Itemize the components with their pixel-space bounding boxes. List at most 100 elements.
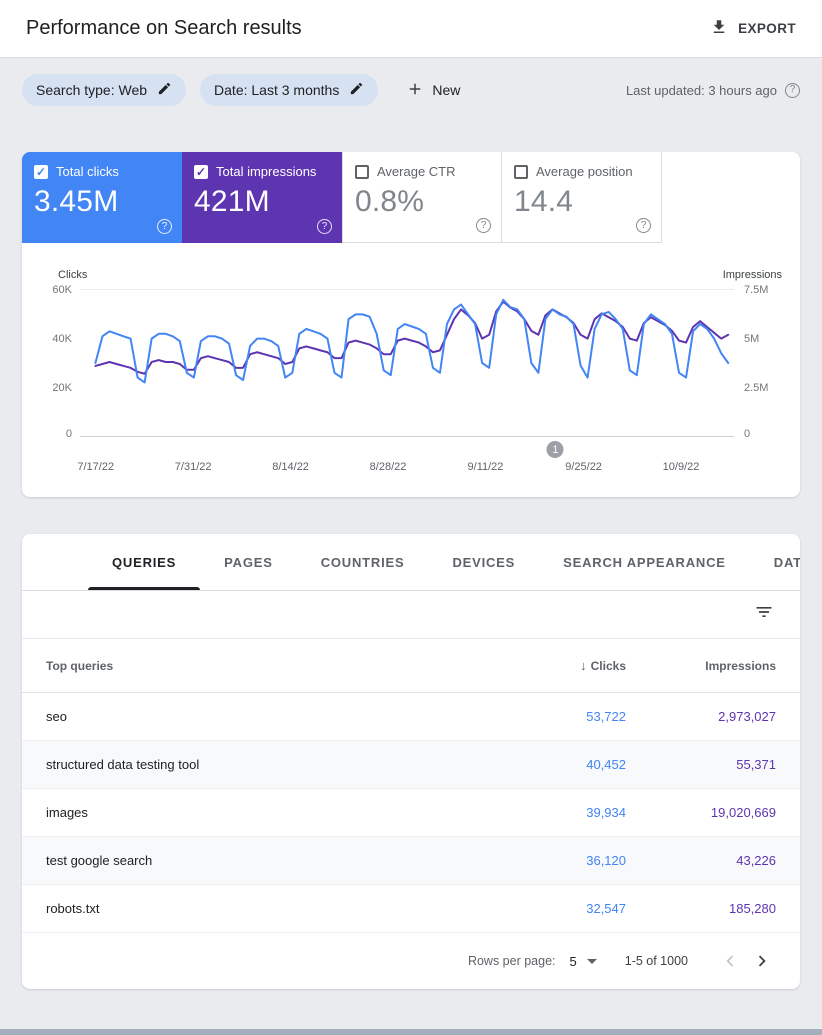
query-cell: structured data testing tool (46, 757, 200, 772)
clicks-cell: 39,934 (586, 805, 626, 820)
y-tick: 0 (65, 428, 72, 440)
metric-average-position[interactable]: Average position 14.4 ? (502, 152, 662, 243)
next-page-button[interactable] (746, 945, 778, 977)
clicks-cell: 36,120 (586, 853, 626, 868)
page-title: Performance on Search results (26, 17, 302, 39)
impressions-cell: 185,280 (729, 901, 776, 916)
help-circle-icon[interactable]: ? (317, 219, 332, 234)
controls-row: Search type: Web Date: Last 3 months New… (22, 74, 800, 106)
filter-icon[interactable] (754, 602, 774, 627)
y-tick: 40K (52, 333, 72, 345)
query-cell: test google search (46, 853, 153, 868)
top-bar: Performance on Search results EXPORT (0, 0, 822, 58)
metric-value: 421M (194, 185, 270, 218)
last-updated-text: Last updated: 3 hours ago (625, 82, 777, 98)
export-label: EXPORT (738, 21, 796, 36)
impressions-cell: 43,226 (736, 853, 776, 868)
new-filter-label: New (432, 82, 461, 98)
performance-chart-card: ✓ Total clicks 3.45M ? ✓ Total impressio… (22, 152, 800, 497)
table-row[interactable]: robots.txt 32,547 185,280 (22, 885, 800, 933)
right-axis-ticks: 7.5M 5M 2.5M 0 (734, 284, 786, 440)
checkbox-checked-icon[interactable]: ✓ (194, 164, 208, 179)
tab-dates[interactable]: DATES (773, 554, 800, 570)
query-cell: robots.txt (46, 901, 100, 916)
search-type-chip[interactable]: Search type: Web (22, 74, 187, 106)
rows-per-page-select[interactable]: 5 (570, 954, 597, 969)
chevron-left-icon (726, 955, 734, 967)
y-tick: 60K (52, 284, 72, 296)
help-circle-icon[interactable]: ? (636, 218, 651, 233)
tab-countries[interactable]: COUNTRIES (320, 554, 405, 570)
tab-pages[interactable]: PAGES (224, 554, 273, 570)
x-axis: 1 7/17/22 7/31/22 8/14/22 8/28/22 9/11/2… (77, 437, 734, 487)
checkbox-unchecked-icon[interactable] (514, 164, 528, 179)
clicks-cell: 32,547 (586, 901, 626, 916)
tab-search-appearance[interactable]: SEARCH APPEARANCE (563, 554, 726, 570)
column-header-impressions[interactable]: Impressions (705, 658, 776, 673)
tab-devices[interactable]: DEVICES (452, 554, 516, 570)
metric-value: 3.45M (34, 185, 119, 218)
help-circle-icon[interactable]: ? (476, 218, 491, 233)
checkbox-checked-icon[interactable]: ✓ (34, 164, 48, 179)
column-header-clicks[interactable]: ↓ Clicks (580, 658, 626, 673)
metric-average-ctr[interactable]: Average CTR 0.8% ? (342, 152, 502, 243)
previous-page-button[interactable] (714, 945, 746, 977)
export-button[interactable]: EXPORT (710, 18, 796, 39)
table-row[interactable]: images 39,934 19,020,669 (22, 789, 800, 837)
x-tick: 9/11/22 (467, 461, 504, 473)
chart-section: Clicks Impressions 60K 40K 20K 0 7.5M 5M… (22, 243, 800, 497)
y-tick: 2.5M (744, 382, 769, 394)
impressions-cell: 19,020,669 (710, 805, 776, 820)
left-axis-ticks: 60K 40K 20K 0 (36, 284, 80, 440)
metric-total-clicks[interactable]: ✓ Total clicks 3.45M ? (22, 152, 182, 243)
dimension-tabs: QUERIES PAGES COUNTRIES DEVICES SEARCH A… (22, 534, 800, 591)
new-filter-button[interactable]: New (406, 80, 460, 101)
metric-label: Total clicks (56, 164, 119, 179)
checkbox-unchecked-icon[interactable] (355, 164, 369, 179)
sort-descending-icon: ↓ (580, 658, 587, 673)
annotation-marker-1[interactable]: 1 (546, 441, 564, 458)
pagination-bar: Rows per page: 5 1-5 of 1000 (22, 933, 800, 989)
y-tick: 0 (744, 428, 751, 440)
help-circle-icon[interactable]: ? (785, 82, 800, 98)
help-circle-icon[interactable]: ? (157, 219, 172, 234)
metric-label: Total impressions (216, 164, 317, 179)
edit-pencil-icon (349, 81, 364, 99)
rows-per-page-label: Rows per page: (467, 954, 556, 968)
table-row[interactable]: structured data testing tool 40,452 55,3… (22, 741, 800, 789)
plus-icon (406, 80, 424, 101)
performance-chart-svg (80, 290, 734, 436)
table-row[interactable]: test google search 36,120 43,226 (22, 837, 800, 885)
y-tick: 20K (52, 382, 72, 394)
query-cell: seo (46, 709, 67, 724)
right-axis-title: Impressions (722, 269, 782, 281)
date-chip[interactable]: Date: Last 3 months (200, 74, 379, 106)
x-tick: 7/17/22 (77, 461, 115, 473)
x-tick: 8/14/22 (272, 461, 309, 473)
table-header-row: Top queries ↓ Clicks Impressions (22, 639, 800, 693)
y-tick: 7.5M (744, 284, 769, 296)
metric-total-impressions[interactable]: ✓ Total impressions 421M ? (182, 152, 342, 243)
x-tick: 7/31/22 (174, 461, 212, 473)
x-tick: 9/25/22 (565, 461, 602, 473)
table-row[interactable]: seo 53,722 2,973,027 (22, 693, 800, 741)
left-axis-title: Clicks (58, 269, 88, 281)
metric-label: Average CTR (377, 164, 456, 179)
clicks-cell: 40,452 (586, 757, 626, 772)
table-body: seo 53,722 2,973,027 structured data tes… (22, 693, 800, 933)
dimensions-table-card: QUERIES PAGES COUNTRIES DEVICES SEARCH A… (22, 534, 800, 989)
search-type-chip-label: Search type: Web (36, 82, 148, 98)
date-chip-label: Date: Last 3 months (214, 82, 340, 98)
clicks-cell: 53,722 (586, 709, 626, 724)
metric-tiles: ✓ Total clicks 3.45M ? ✓ Total impressio… (22, 152, 800, 243)
dropdown-caret-icon (586, 958, 597, 964)
tab-queries[interactable]: QUERIES (88, 534, 201, 590)
metric-value: 14.4 (514, 185, 574, 218)
impressions-cell: 2,973,027 (718, 709, 776, 724)
line-chart-plot[interactable] (80, 289, 734, 437)
table-filter-row (22, 591, 800, 639)
x-tick: 8/28/22 (369, 461, 407, 473)
edit-pencil-icon (157, 81, 172, 99)
column-header-queries[interactable]: Top queries (46, 658, 114, 673)
impressions-cell: 55,371 (736, 757, 776, 772)
